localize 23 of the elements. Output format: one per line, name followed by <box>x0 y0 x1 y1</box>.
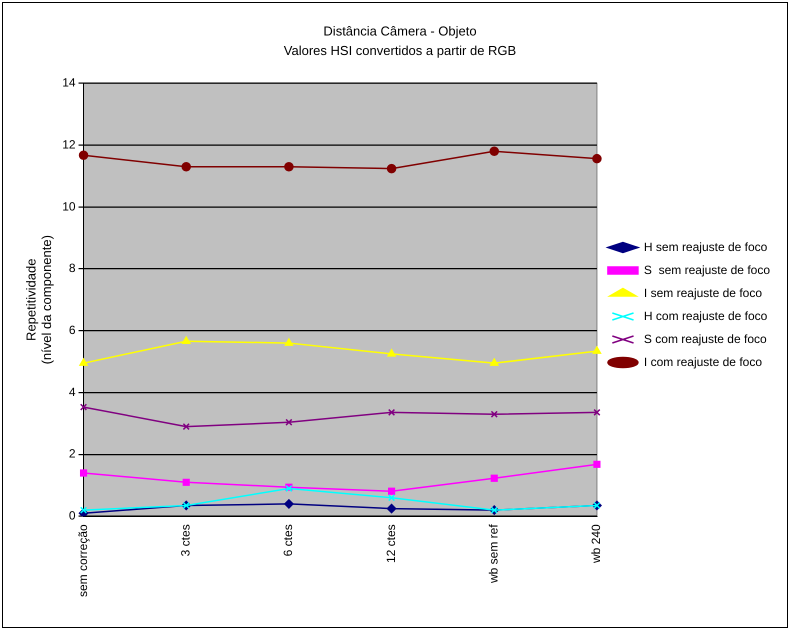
y-tick-label: 2 <box>68 446 76 461</box>
legend-label: S com reajuste de foco <box>644 332 767 346</box>
y-tick-label: 0 <box>68 508 76 523</box>
legend-label: H com reajuste de foco <box>644 308 768 323</box>
x-tick-label: wb 240 <box>589 524 604 564</box>
legend-label: I com reajuste de foco <box>644 354 762 369</box>
x-tick-label: wb sem ref <box>486 524 501 584</box>
x-tick-label: 6 ctes <box>281 524 296 556</box>
legend-label: H sem reajuste de foco <box>644 240 768 254</box>
x-tick-label: 3 ctes <box>178 524 193 556</box>
chart-title: Distância Câmera - Objeto <box>323 23 477 38</box>
legend-label: S sem reajuste de foco <box>644 262 770 277</box>
y-tick-label: 10 <box>62 199 76 214</box>
y-tick-label: 4 <box>68 384 76 399</box>
y-axis-title: Repetitividade (nível da componente) <box>23 235 54 364</box>
y-tick-label: 14 <box>62 76 76 90</box>
y-tick-label: 6 <box>68 323 76 338</box>
chart-subtitle: Valores HSI convertidos a partir de RGB <box>284 42 516 58</box>
y-tick-label: 12 <box>62 137 76 152</box>
x-tick-label: 12 ctes <box>384 524 398 564</box>
y-tick-label: 8 <box>68 261 76 276</box>
x-tick-label: sem correção <box>76 524 90 598</box>
legend-label: I sem reajuste de foco <box>644 286 762 300</box>
